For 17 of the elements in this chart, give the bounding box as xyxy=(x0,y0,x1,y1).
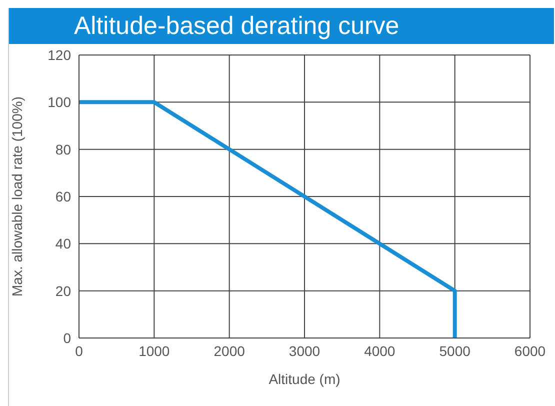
y-tick-label: 40 xyxy=(55,236,72,252)
y-tick-label: 20 xyxy=(55,282,72,299)
x-tick-label: 1000 xyxy=(138,342,170,359)
x-tick-label: 4000 xyxy=(364,342,396,359)
y-tick-label: 0 xyxy=(63,330,72,346)
y-axis-title: Max. allowable load rate (100%) xyxy=(8,96,25,296)
x-tick-label: 5000 xyxy=(439,342,471,359)
x-tick-label: 0 xyxy=(75,342,84,359)
y-tick-label: 120 xyxy=(48,46,72,63)
chart-title: Altitude-based derating curve xyxy=(9,8,554,44)
x-tick-label: 2000 xyxy=(214,342,246,359)
y-tick-label: 80 xyxy=(55,141,72,158)
y-tick-label: 100 xyxy=(48,94,72,110)
x-axis-title: Altitude (m) xyxy=(268,371,340,387)
y-tick-label: 60 xyxy=(55,188,72,204)
x-tick-label: 3000 xyxy=(288,342,320,359)
x-tick-label: 6000 xyxy=(514,342,546,359)
